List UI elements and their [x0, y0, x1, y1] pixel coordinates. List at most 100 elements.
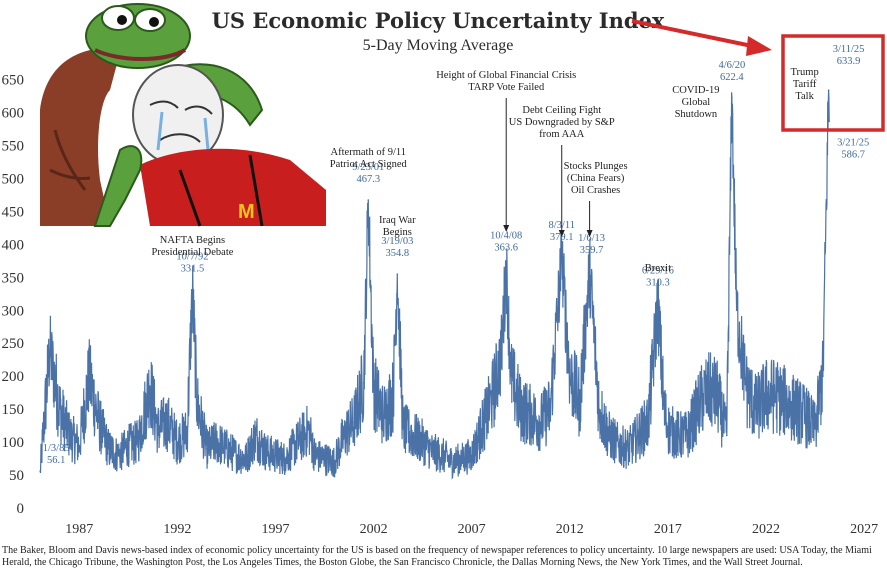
y-tick-label: 500 [2, 171, 25, 187]
data-point [166, 421, 169, 424]
chart-subtitle: 5-Day Moving Average [363, 37, 514, 54]
data-point [107, 447, 110, 450]
data-point [667, 428, 669, 430]
annotation-label: Global [682, 97, 711, 108]
data-point [274, 454, 277, 457]
data-point [716, 395, 718, 397]
data-point [441, 454, 444, 457]
data-point [637, 434, 640, 437]
data-point [706, 388, 708, 391]
y-tick-label: 0 [17, 501, 25, 517]
y-tick-label: 650 [2, 73, 25, 89]
data-point [313, 454, 316, 457]
data-point [353, 421, 355, 424]
data-point [775, 395, 777, 397]
y-tick-label: 250 [2, 336, 25, 352]
x-tick-label: 1987 [65, 522, 93, 537]
annotation-label: TARP Vote Failed [468, 82, 545, 93]
annotation-date: 6/29/16 [642, 265, 674, 276]
data-point [451, 461, 453, 463]
annotation-value: 359.7 [580, 245, 604, 256]
y-tick-label: 150 [2, 402, 25, 418]
annotation-label: NAFTA Begins [160, 235, 225, 246]
chart-footnote: The Baker, Bloom and Davis news-based in… [2, 545, 872, 568]
data-point [784, 401, 787, 404]
annotation-value: 467.3 [356, 174, 380, 185]
annotation-label: Talk [795, 91, 814, 102]
data-point [58, 408, 61, 410]
x-tick-label: 2002 [360, 522, 388, 537]
annotation-label: Aftermath of 9/11 [331, 147, 406, 158]
annotation-date: 1/3/85 [43, 443, 70, 454]
data-point [731, 96, 733, 99]
annotation-date: 4/6/20 [718, 60, 745, 71]
y-tick-label: 450 [2, 204, 25, 220]
data-point [510, 375, 512, 377]
annotation-date: 3/21/25 [837, 137, 869, 148]
highlight-arrow [631, 19, 753, 48]
data-point [686, 434, 689, 437]
data-point [696, 408, 699, 410]
data-point [402, 428, 404, 430]
data-point [578, 401, 581, 404]
data-point [647, 421, 650, 424]
data-point [191, 288, 194, 291]
y-tick-label: 400 [2, 237, 25, 253]
annotation-label: Patriot Act Signed [330, 159, 408, 170]
annotation-label: Shutdown [675, 109, 718, 120]
annotation-date: 3/19/03 [381, 236, 413, 247]
data-point [431, 451, 434, 453]
data-point [598, 408, 601, 410]
data-point [39, 470, 41, 472]
annotation-date: 1/6/13 [578, 233, 605, 244]
data-point [382, 414, 385, 417]
chart-title: US Economic Policy Uncertainty Index [212, 8, 665, 33]
data-point [539, 421, 542, 424]
data-point [627, 447, 630, 450]
data-point [255, 434, 257, 437]
data-point [225, 447, 228, 450]
x-tick-label: 2027 [850, 522, 878, 537]
annotation-label: Trump [790, 67, 818, 78]
data-point [568, 375, 571, 377]
highlight-box [781, 34, 885, 132]
annotation-label: Iraq War [379, 215, 416, 226]
annotation-value: 379.1 [550, 232, 574, 243]
mcdonalds-logo-text: M [238, 201, 255, 223]
trump-tariff-highlight [631, 19, 885, 132]
y-tick-label: 600 [2, 106, 25, 122]
data-point [765, 395, 767, 397]
series-line [39, 90, 830, 480]
data-point [421, 441, 424, 443]
data-point [608, 434, 610, 437]
y-tick-label: 300 [2, 303, 25, 319]
y-tick-label: 550 [2, 139, 25, 155]
data-point [618, 444, 620, 447]
data-point [284, 457, 287, 460]
data-point [149, 385, 151, 387]
data-point [78, 444, 81, 447]
annotation-value: 354.8 [385, 248, 409, 259]
data-point [490, 401, 493, 404]
x-tick-label: 1992 [163, 522, 191, 537]
annotation-date: 10/7/92 [176, 252, 208, 263]
data-point [560, 257, 563, 259]
data-point [827, 89, 830, 92]
annotation-date: 3/11/25 [833, 44, 865, 55]
x-tick-label: 1997 [261, 522, 289, 537]
annotation-value: 622.4 [720, 72, 744, 83]
annotation-value: 633.9 [837, 56, 861, 67]
annotation-arrow-head [503, 225, 510, 232]
data-point [794, 408, 797, 410]
x-tick-label: 2007 [458, 522, 486, 537]
data-point [657, 302, 659, 305]
data-point [235, 454, 238, 457]
data-point [822, 375, 824, 377]
annotation-arrow-head [558, 230, 565, 237]
highlight-arrow-head [746, 36, 772, 56]
annotation-label: COVID-19 [672, 85, 719, 96]
data-point [549, 408, 551, 410]
annotation-date: 10/4/08 [490, 230, 522, 241]
annotation-label: Presidential Debate [151, 247, 233, 258]
